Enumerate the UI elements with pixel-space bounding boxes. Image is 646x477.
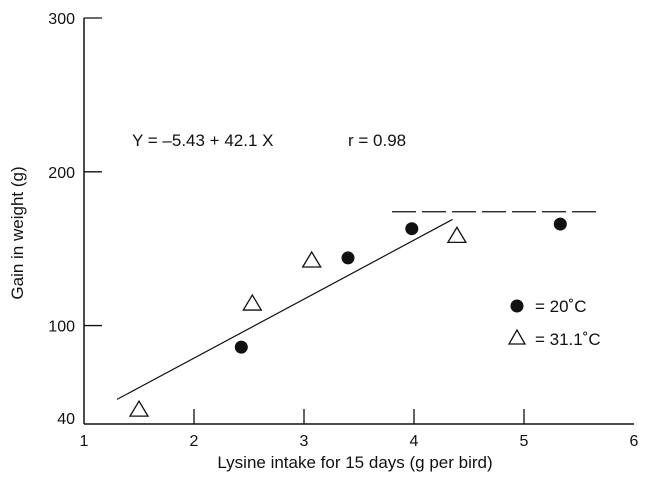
x-axis-title: Lysine intake for 15 days (g per bird) xyxy=(217,453,492,472)
y-tick-label: 200 xyxy=(48,165,75,182)
y-tick-label: 40 xyxy=(57,411,75,428)
x-tick-label: 1 xyxy=(80,433,89,450)
axes xyxy=(83,18,634,425)
x-tick-label: 4 xyxy=(410,433,419,450)
x-tick-label: 3 xyxy=(300,433,309,450)
y-ticks: 40 100 200 300 xyxy=(48,11,102,428)
data-point-31c xyxy=(128,399,150,417)
equation-annotation: Y = –5.43 + 42.1 X xyxy=(132,131,273,150)
legend-label-31c: = 31.1˚C xyxy=(535,330,601,349)
data-points xyxy=(128,217,567,417)
legend-filled-circle-marker xyxy=(510,299,524,313)
legend-label-20c: = 20˚C xyxy=(535,297,587,316)
data-point-20c xyxy=(341,251,355,265)
legend-open-triangle-marker xyxy=(507,328,527,345)
y-tick-label: 300 xyxy=(48,11,75,28)
x-ticks: 1 2 3 4 5 6 xyxy=(80,409,639,450)
x-tick-label: 6 xyxy=(630,433,639,450)
data-point-20c xyxy=(234,340,248,354)
y-tick-label: 100 xyxy=(48,319,75,336)
regression-line xyxy=(116,218,453,400)
data-point-20c xyxy=(553,217,567,231)
y-axis-title: Gain in weight (g) xyxy=(8,166,27,299)
x-tick-label: 2 xyxy=(190,433,199,450)
correlation-annotation: r = 0.98 xyxy=(348,131,406,150)
x-tick-label: 5 xyxy=(520,433,529,450)
data-point-31c xyxy=(242,293,263,311)
data-point-31c xyxy=(446,226,468,244)
legend: = 20˚C = 31.1˚C xyxy=(507,297,601,349)
data-point-31c xyxy=(301,250,322,268)
data-point-20c xyxy=(405,222,419,236)
